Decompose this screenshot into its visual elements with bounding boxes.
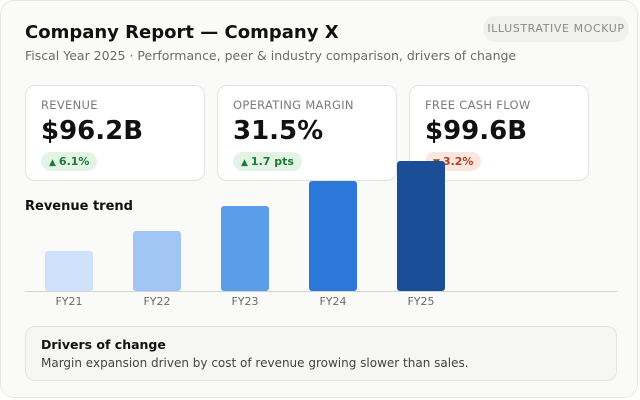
kpi-card-revenue: REVENUE $96.2B ▲ 6.1% [25,85,205,181]
kpi-label: FREE CASH FLOW [425,98,531,112]
drivers-panel: Drivers of change Margin expansion drive… [25,326,617,381]
kpi-delta-badge: ▲ 1.7 pts [233,152,302,171]
bar-fy21 [45,251,93,291]
kpi-label: OPERATING MARGIN [233,98,354,112]
page-subtitle: Fiscal Year 2025 · Performance, peer & i… [25,48,517,63]
page-title: Company Report — Company X [25,22,339,43]
kpi-card-operating-margin: OPERATING MARGIN 31.5% ▲ 1.7 pts [217,85,397,181]
kpi-delta-value: 1.7 pts [250,155,294,168]
kpi-label: REVENUE [41,98,98,112]
bar-fy22 [133,231,181,291]
bar-fy24 [309,181,357,291]
bar-fy23 [221,206,269,291]
x-tick-label: FY25 [407,295,434,308]
x-tick-label: FY24 [319,295,346,308]
drivers-text: Margin expansion driven by cost of reven… [41,356,469,370]
kpi-value: $96.2B [41,116,144,146]
triangle-up-icon: ▲ [241,158,248,168]
chart-title: Revenue trend [25,199,133,214]
kpi-delta-badge: ▲ 6.1% [41,152,98,171]
x-tick-label: FY22 [143,295,170,308]
kpi-delta-value: 6.1% [58,155,90,168]
triangle-up-icon: ▲ [49,158,56,168]
kpi-card-free-cash-flow: FREE CASH FLOW $99.6B ▼3.2% [409,85,589,181]
kpi-delta-value: 3.2% [442,155,474,168]
revenue-trend-chart: FY21 FY22 FY23 FY24 FY25 [25,161,617,308]
mockup-badge: ILLUSTRATIVE MOCKUP [483,16,629,42]
bar-fy25 [397,161,445,291]
x-tick-label: FY23 [231,295,258,308]
x-tick-label: FY21 [55,295,82,308]
drivers-title: Drivers of change [41,337,166,352]
kpi-value: 31.5% [233,116,324,146]
kpi-value: $99.6B [425,116,528,146]
